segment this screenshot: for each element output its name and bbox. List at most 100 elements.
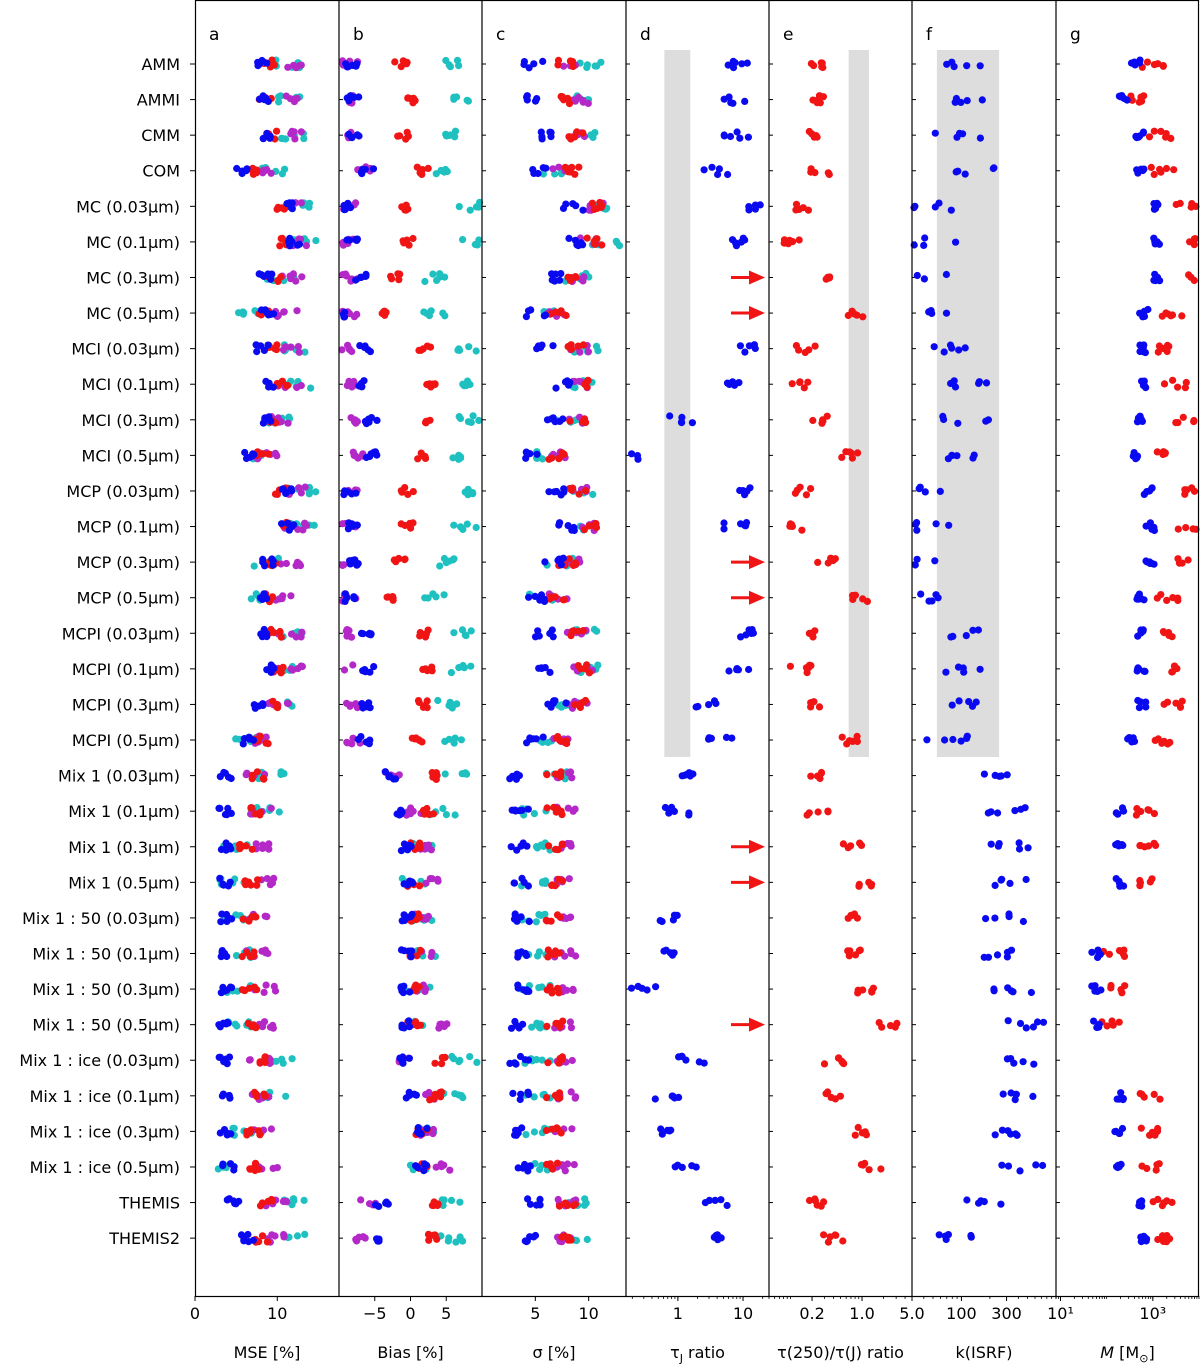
data-point-blue <box>255 270 263 278</box>
data-point-blue <box>546 629 554 638</box>
data-point-magenta <box>284 419 292 427</box>
data-point-cyan <box>445 1234 453 1242</box>
data-point-blue <box>342 60 350 68</box>
data-point-blue <box>1093 1023 1101 1032</box>
data-point-blue <box>269 383 277 391</box>
data-point-cyan <box>460 770 468 778</box>
data-point-magenta <box>571 1094 579 1102</box>
data-point-red <box>569 62 577 71</box>
data-point-blue <box>397 983 405 991</box>
data-point-red <box>1151 1131 1159 1139</box>
data-point-magenta <box>567 947 575 955</box>
data-point-red <box>824 1238 833 1246</box>
data-point-red <box>422 630 430 638</box>
data-point-blue <box>700 166 708 174</box>
data-point-magenta <box>268 1231 276 1239</box>
data-point-blue <box>420 1160 428 1168</box>
data-point-red <box>397 487 405 495</box>
data-point-magenta <box>270 982 278 991</box>
data-point-blue <box>987 840 995 848</box>
data-point-red <box>546 593 555 601</box>
category-label: MC (0.03µm) <box>76 197 180 216</box>
data-point-blue <box>1148 525 1156 533</box>
category-label: Mix 1 (0.03µm) <box>58 767 180 786</box>
data-point-blue <box>399 989 407 997</box>
data-point-magenta <box>569 807 577 815</box>
data-point-cyan <box>451 127 460 135</box>
data-point-blue <box>1141 667 1149 676</box>
data-point-blue <box>741 348 749 356</box>
data-point-red <box>252 169 260 177</box>
data-point-blue <box>1007 1055 1015 1063</box>
data-point-cyan <box>533 1019 541 1027</box>
data-point-cyan <box>467 627 475 635</box>
data-point-blue <box>671 1163 679 1171</box>
data-point-red <box>814 558 822 567</box>
data-point-blue <box>1015 845 1024 853</box>
data-point-magenta <box>297 199 305 207</box>
data-point-magenta <box>584 99 592 107</box>
data-point-blue <box>978 96 986 104</box>
data-point-blue <box>415 1129 423 1137</box>
data-point-red <box>859 1161 867 1169</box>
category-label: MCPI (0.3µm) <box>72 695 180 714</box>
data-point-magenta <box>287 665 295 673</box>
category-label: MCI (0.03µm) <box>71 340 180 359</box>
data-point-blue <box>1143 1235 1151 1243</box>
category-label: MC (0.3µm) <box>86 268 180 287</box>
data-point-blue <box>362 738 370 746</box>
panel-g: g 10¹ 10³ M [M⊙] <box>1047 25 1200 1364</box>
data-point-magenta <box>260 988 268 997</box>
data-point-blue <box>524 1088 532 1096</box>
data-point-blue <box>1011 807 1019 815</box>
data-point-blue <box>1156 277 1164 285</box>
data-point-red <box>788 380 796 388</box>
data-point-cyan <box>442 811 450 819</box>
data-point-red <box>262 739 270 747</box>
data-point-red <box>851 1131 859 1139</box>
data-point-blue <box>1017 805 1025 813</box>
data-point-blue <box>510 1059 519 1067</box>
data-point-blue <box>532 735 540 743</box>
data-point-blue <box>511 1017 519 1026</box>
data-point-blue <box>982 915 990 923</box>
data-point-cyan <box>463 520 471 528</box>
data-point-blue <box>402 844 410 853</box>
data-point-red <box>430 1198 438 1206</box>
data-point-red <box>554 56 563 64</box>
data-point-red <box>437 1088 446 1096</box>
data-point-blue <box>361 272 369 280</box>
data-point-blue <box>361 165 369 173</box>
data-point-red <box>544 1059 552 1067</box>
data-point-red <box>800 384 808 392</box>
data-point-cyan <box>232 952 241 960</box>
data-point-red <box>859 595 867 603</box>
data-point-blue <box>579 206 587 214</box>
data-point-red <box>543 1022 551 1030</box>
data-point-blue <box>963 62 971 70</box>
data-point-red <box>807 485 815 493</box>
shaded-band <box>936 50 1000 757</box>
data-point-red <box>557 807 565 815</box>
data-point-magenta <box>569 986 577 995</box>
data-point-cyan <box>272 1057 280 1065</box>
data-point-blue <box>285 526 293 534</box>
data-point-cyan <box>534 952 542 960</box>
x-tick-label: 100 <box>946 1304 977 1323</box>
data-point-blue <box>991 1131 999 1139</box>
data-point-cyan <box>472 523 480 532</box>
data-point-blue <box>399 1059 407 1067</box>
data-point-cyan <box>466 1053 474 1061</box>
data-point-red <box>571 133 579 141</box>
data-point-magenta <box>246 1056 254 1064</box>
data-point-magenta <box>301 519 309 527</box>
data-point-blue <box>1011 1096 1019 1104</box>
data-point-blue <box>1117 1089 1125 1097</box>
panel-f: f 100 300 k(ISRF) <box>910 25 1057 1362</box>
data-point-blue <box>546 668 554 677</box>
data-point-red <box>788 521 796 529</box>
data-point-blue <box>547 128 555 137</box>
data-point-red <box>568 163 576 171</box>
data-point-blue <box>1004 1017 1012 1025</box>
category-label: Mix 1 : 50 (0.5µm) <box>32 1016 180 1035</box>
